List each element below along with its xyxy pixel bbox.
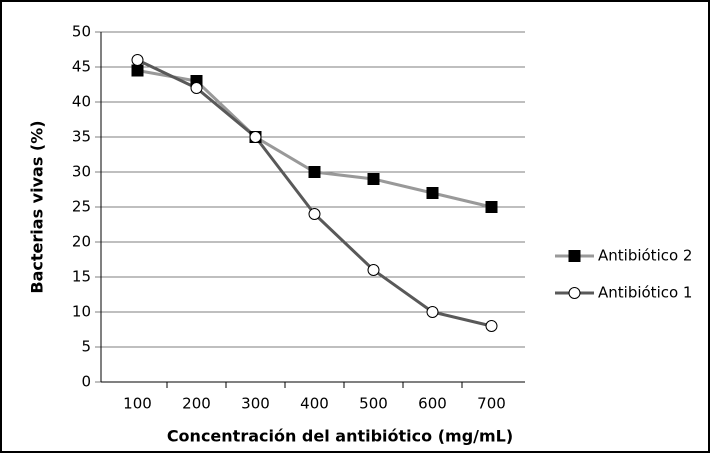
- data-point: [426, 187, 439, 199]
- legend-label: Antibiótico 2: [598, 247, 692, 265]
- x-tick-label: 500: [359, 395, 388, 413]
- legend-marker: [568, 250, 581, 262]
- y-tick-label: 20: [72, 233, 91, 251]
- legend-label: Antibiótico 1: [598, 284, 692, 302]
- x-tick-label: 400: [300, 395, 329, 413]
- x-axis-title: Concentración del antibiótico (mg/mL): [167, 427, 513, 446]
- y-tick-label: 0: [81, 373, 91, 391]
- x-tick-label: 300: [241, 395, 270, 413]
- y-tick-label: 50: [72, 23, 91, 41]
- y-axis-title: Bacterias vivas (%): [28, 120, 47, 293]
- data-point: [367, 264, 380, 276]
- y-tick-label: 40: [72, 93, 91, 111]
- legend-marker: [568, 287, 581, 299]
- data-point: [426, 306, 439, 318]
- y-tick-label: 15: [72, 268, 91, 286]
- data-point: [308, 166, 321, 178]
- y-tick-label: 30: [72, 163, 91, 181]
- data-point: [308, 208, 321, 220]
- data-point: [367, 173, 380, 185]
- y-tick-label: 10: [72, 303, 91, 321]
- y-tick-label: 5: [81, 338, 91, 356]
- y-tick-label: 45: [72, 58, 91, 76]
- y-tick-label: 25: [72, 198, 91, 216]
- data-point: [190, 82, 203, 94]
- x-tick-label: 100: [123, 395, 152, 413]
- data-point: [131, 64, 144, 77]
- data-point: [485, 320, 498, 332]
- x-tick-label: 700: [477, 395, 506, 413]
- data-point: [485, 201, 498, 213]
- x-tick-label: 200: [182, 395, 211, 413]
- data-point: [249, 131, 262, 143]
- y-tick-label: 35: [72, 128, 91, 146]
- x-tick-label: 600: [418, 395, 447, 413]
- data-point: [131, 54, 144, 66]
